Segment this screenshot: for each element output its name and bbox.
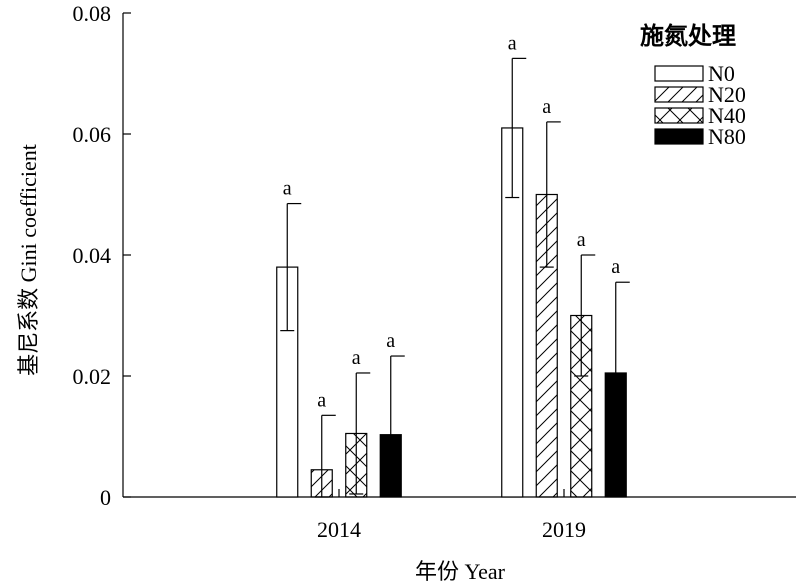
y-tick-label: 0.02 [73,364,112,389]
significance-label-n80-2014: a [386,330,395,352]
significance-label-n0-2014: a [283,178,292,200]
significance-label-n20-2014: a [317,389,326,411]
legend-swatch-n0 [654,65,704,82]
y-tick-label: 0 [100,485,111,510]
y-axis-label: 基尼系数 Gini coefficient [16,144,41,376]
legend-swatch-n20 [654,86,704,103]
legend-label-n80: N80 [708,124,746,149]
legend-label-n0: N0 [708,61,735,86]
y-tick-label: 0.06 [73,122,112,147]
bar-n80-2019 [604,372,627,498]
x-tick-label: 2019 [542,517,586,542]
legend-swatch-n40 [654,107,704,124]
legend-label-n20: N20 [708,82,746,107]
significance-label-n0-2019: a [508,32,517,54]
x-tick-label: 2014 [317,517,361,542]
axes: 0 0.02 0.04 0.06 0.08 2014 2019 [73,1,796,542]
legend-label-n40: N40 [708,103,746,128]
y-tick-label: 0.04 [73,243,112,268]
legend-title: 施氮处理 [640,22,736,50]
significance-label-n20-2019: a [542,96,551,118]
bar-n80-2014 [379,434,402,498]
legend-swatch-n80 [654,128,704,145]
significance-label-n80-2019: a [611,256,620,278]
y-tick-label: 0.08 [73,1,112,26]
significance-label-n40-2014: a [352,347,361,369]
x-axis-label: 年份 Year [415,559,506,584]
significance-label-n40-2019: a [577,229,586,251]
bars: a a a a a a a a [276,32,630,498]
